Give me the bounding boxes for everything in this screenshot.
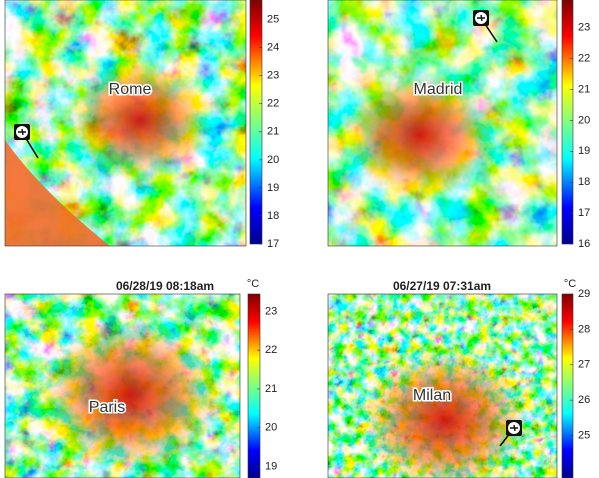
colorbar-tick-label: 19 xyxy=(578,145,590,157)
urban-heat xyxy=(360,347,530,478)
map-border xyxy=(327,293,558,478)
city-label: Rome xyxy=(109,81,152,98)
colorbar-tick-label: 25 xyxy=(578,429,590,441)
colorbar xyxy=(247,293,261,478)
colorbar-tick-label: 29 xyxy=(578,288,590,300)
colorbar-tick-label: 20 xyxy=(578,114,590,126)
airport-plane xyxy=(18,128,26,136)
colorbar-tick-label: 23 xyxy=(267,70,279,82)
airport-plane xyxy=(510,424,518,432)
airport-plane xyxy=(477,14,485,22)
map-panel xyxy=(5,294,240,478)
colorbar-tick-label: 20 xyxy=(265,422,277,434)
colorbar-tick-label: 21 xyxy=(265,383,277,395)
unit-label: °C xyxy=(247,278,259,290)
panel-title: 06/27/19 07:31am xyxy=(393,279,491,293)
colorbar-tick-label: 28 xyxy=(578,323,590,335)
colorbar xyxy=(249,0,263,245)
colorbar-tick-label: 22 xyxy=(265,344,277,356)
colorbar xyxy=(561,293,574,478)
colorbar-tick-label: 26 xyxy=(578,394,590,406)
urban-heat xyxy=(345,71,495,199)
city-label: Milan xyxy=(413,387,451,404)
map-panel xyxy=(328,294,557,478)
colorbar-tick-label: 17 xyxy=(578,207,590,219)
colorbar-tick-label: 27 xyxy=(578,359,590,371)
city-label: Madrid xyxy=(414,81,463,98)
colorbar xyxy=(561,0,574,245)
map-panel xyxy=(328,0,557,246)
colorbar-tick-label: 25 xyxy=(267,14,279,26)
colorbar-tick-label: 21 xyxy=(267,126,279,138)
colorbar-tick-label: 23 xyxy=(578,22,590,34)
colorbar-tick-label: 22 xyxy=(578,53,590,65)
sea-area xyxy=(5,140,110,246)
colorbar-tick-label: 20 xyxy=(267,154,279,166)
colorbar-tick-label: 16 xyxy=(578,238,590,250)
map-panel xyxy=(5,0,246,246)
colorbar-tick-label: 17 xyxy=(267,238,279,250)
map-border xyxy=(4,293,241,478)
colorbar-tick-label: 24 xyxy=(267,42,279,54)
unit-label: °C xyxy=(564,278,576,290)
colorbar-tick-label: 19 xyxy=(265,460,277,472)
colorbar-tick-label: 18 xyxy=(267,210,279,222)
colorbar-tick-label: 18 xyxy=(578,176,590,188)
city-label: Paris xyxy=(89,399,125,416)
colorbar-tick-label: 22 xyxy=(267,98,279,110)
colorbar-tick-label: 21 xyxy=(578,83,590,95)
panel-title: 06/28/19 08:18am xyxy=(116,279,214,293)
map-border xyxy=(327,0,558,247)
colorbar-tick-label: 19 xyxy=(267,182,279,194)
urban-heat xyxy=(40,318,220,472)
map-border xyxy=(4,0,247,247)
colorbar-tick-label: 23 xyxy=(265,305,277,317)
urban-heat xyxy=(70,60,210,180)
